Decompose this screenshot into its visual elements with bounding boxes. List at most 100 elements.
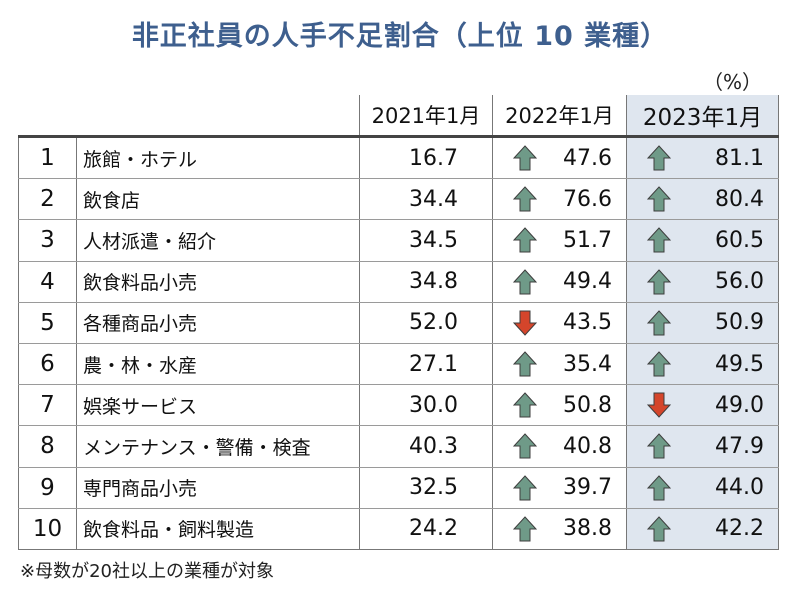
- table-row: 4 飲食料品小売 34.8 49.4 56.0: [18, 261, 779, 303]
- value-2022: 35.4: [563, 351, 612, 377]
- industry-cell: 娯楽サービス: [76, 384, 360, 427]
- rank-cell: 7: [18, 384, 77, 427]
- table-row: 1 旅館・ホテル 16.7 47.6 81.1: [18, 136, 779, 180]
- value-2022: 50.8: [563, 392, 612, 418]
- value-2023-cell: 50.9: [626, 302, 779, 344]
- value-2021-cell: 34.5: [359, 219, 493, 262]
- industry-cell: 旅館・ホテル: [76, 136, 360, 180]
- trend-up-icon: [512, 516, 538, 542]
- value-2022: 51.7: [563, 227, 612, 253]
- value-2021-cell: 30.0: [359, 384, 493, 427]
- industry-cell: 人材派遣・紹介: [76, 219, 360, 262]
- table-row: 9 専門商品小売 32.5 39.7 44.0: [18, 467, 779, 509]
- header-2021: 2021年1月: [359, 95, 493, 138]
- value-2023: 44.0: [715, 475, 764, 501]
- value-2022: 49.4: [563, 269, 612, 295]
- value-2021-cell: 24.2: [359, 508, 493, 550]
- trend-up-icon: [646, 145, 672, 171]
- value-2021-cell: 16.7: [359, 136, 493, 180]
- value-2023: 47.9: [715, 433, 764, 459]
- rank-cell: 4: [18, 261, 77, 303]
- industry-cell: 農・林・水産: [76, 343, 360, 386]
- table-row: 8 メンテナンス・警備・検査 40.3 40.8 47.9: [18, 425, 779, 468]
- table-row: 10 飲食料品・飼料製造 24.2 38.8 42.2: [18, 508, 779, 550]
- header-blank-rank: [18, 95, 77, 138]
- industry-cell: メンテナンス・警備・検査: [76, 425, 360, 468]
- rank-cell: 2: [18, 178, 77, 221]
- value-2022: 47.6: [563, 145, 612, 171]
- value-2022: 40.8: [563, 433, 612, 459]
- value-2023: 81.1: [715, 145, 764, 171]
- table-row: 5 各種商品小売 52.0 43.5 50.9: [18, 302, 779, 344]
- trend-up-icon: [512, 227, 538, 253]
- rank-cell: 10: [18, 508, 77, 550]
- value-2022-cell: 76.6: [492, 178, 627, 221]
- value-2021-cell: 34.4: [359, 178, 493, 221]
- industry-cell: 専門商品小売: [76, 467, 360, 509]
- value-2023-cell: 42.2: [626, 508, 779, 550]
- value-2021-cell: 52.0: [359, 302, 493, 344]
- header-blank-industry: [76, 95, 360, 138]
- value-2022-cell: 38.8: [492, 508, 627, 550]
- value-2022: 76.6: [563, 186, 612, 212]
- value-2022-cell: 40.8: [492, 425, 627, 468]
- value-2023-cell: 49.0: [626, 384, 779, 427]
- value-2022: 43.5: [563, 310, 612, 336]
- trend-up-icon: [646, 433, 672, 459]
- shortage-table: 2021年1月 2022年1月 2023年1月 1 旅館・ホテル 16.7 47.6 8…: [18, 95, 779, 550]
- rank-cell: 3: [18, 219, 77, 262]
- rank-cell: 8: [18, 425, 77, 468]
- table-row: 7 娯楽サービス 30.0 50.8 49.0: [18, 384, 779, 427]
- industry-cell: 飲食料品・飼料製造: [76, 508, 360, 550]
- value-2023: 49.0: [715, 392, 764, 418]
- value-2022-cell: 35.4: [492, 343, 627, 386]
- trend-up-icon: [646, 227, 672, 253]
- value-2022: 39.7: [563, 475, 612, 501]
- value-2023-cell: 81.1: [626, 136, 779, 180]
- rank-cell: 6: [18, 343, 77, 386]
- rank-cell: 9: [18, 467, 77, 509]
- rank-cell: 1: [18, 136, 77, 180]
- trend-up-icon: [646, 351, 672, 377]
- value-2021-cell: 34.8: [359, 261, 493, 303]
- trend-up-icon: [646, 268, 672, 295]
- value-2023-cell: 80.4: [626, 178, 779, 221]
- industry-cell: 各種商品小売: [76, 302, 360, 344]
- unit-label: （%）: [702, 70, 762, 94]
- trend-up-icon: [646, 516, 672, 542]
- header-2022: 2022年1月: [492, 95, 627, 138]
- table-body: 1 旅館・ホテル 16.7 47.6 81.1 2 飲食店 34.4 76.6 80.4 3 人材派遣…: [18, 136, 779, 550]
- value-2023: 56.0: [715, 269, 764, 295]
- footnote: ※母数が20社以上の業種が対象: [20, 561, 274, 582]
- industry-cell: 飲食店: [76, 178, 360, 221]
- trend-up-icon: [646, 474, 672, 501]
- value-2023: 49.5: [715, 351, 764, 377]
- trend-down-icon: [646, 392, 672, 418]
- value-2022-cell: 50.8: [492, 384, 627, 427]
- trend-up-icon: [512, 268, 538, 295]
- trend-up-icon: [512, 145, 538, 171]
- value-2023-cell: 47.9: [626, 425, 779, 468]
- value-2023: 60.5: [715, 227, 764, 253]
- value-2022-cell: 39.7: [492, 467, 627, 509]
- trend-up-icon: [646, 186, 672, 212]
- value-2023: 50.9: [715, 310, 764, 336]
- value-2021-cell: 32.5: [359, 467, 493, 509]
- value-2022-cell: 49.4: [492, 261, 627, 303]
- value-2023-cell: 44.0: [626, 467, 779, 509]
- trend-up-icon: [512, 186, 538, 212]
- table-row: 6 農・林・水産 27.1 35.4 49.5: [18, 343, 779, 386]
- trend-up-icon: [512, 433, 538, 459]
- value-2022-cell: 43.5: [492, 302, 627, 344]
- industry-cell: 飲食料品小売: [76, 261, 360, 303]
- value-2021-cell: 27.1: [359, 343, 493, 386]
- value-2023: 80.4: [715, 186, 764, 212]
- table-row: 3 人材派遣・紹介 34.5 51.7 60.5: [18, 219, 779, 262]
- table-row: 2 飲食店 34.4 76.6 80.4: [18, 178, 779, 221]
- value-2023-cell: 49.5: [626, 343, 779, 386]
- value-2023-cell: 56.0: [626, 261, 779, 303]
- header-row: 2021年1月 2022年1月 2023年1月: [18, 95, 779, 138]
- trend-up-icon: [512, 392, 538, 418]
- rank-cell: 5: [18, 302, 77, 344]
- trend-down-icon: [512, 310, 538, 336]
